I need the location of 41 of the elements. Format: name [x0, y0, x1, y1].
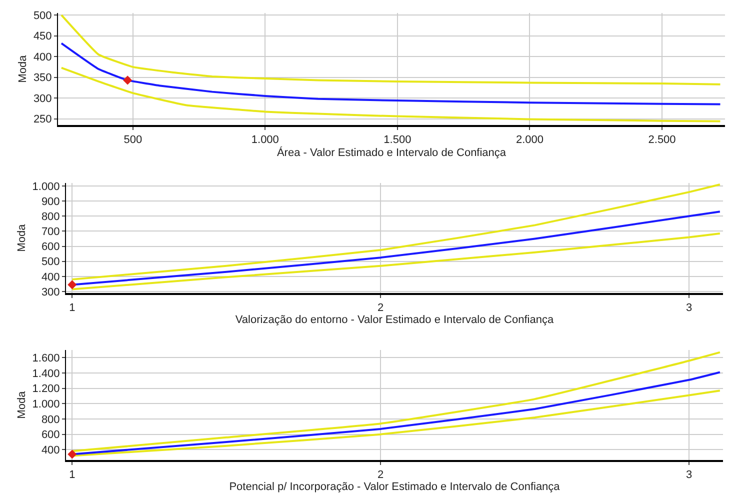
x-tick-label: 2.500	[648, 134, 676, 146]
x-tick-label: 1	[69, 302, 76, 314]
y-tick-label: 300	[41, 286, 60, 298]
y-tick-label: 400	[33, 51, 52, 64]
x-tick-label: 3	[686, 302, 692, 314]
y-tick-label: 800	[41, 414, 60, 426]
line-series	[60, 42, 722, 106]
y-tick-label: 400	[41, 444, 60, 456]
y-tick-label: 1.000	[32, 398, 60, 411]
x-axis-title: Potencial p/ Incorporação - Valor Estimado e Intervalo de Confiança	[229, 481, 561, 494]
x-tick-label: 3	[686, 469, 692, 482]
y-tick-label: 350	[33, 72, 52, 84]
y-tick-label: 600	[41, 429, 60, 442]
x-tick-label: 2	[378, 469, 384, 482]
y-tick-label: 300	[33, 92, 52, 105]
y-axis-title: Moda	[17, 54, 30, 83]
x-axis-title: Valorização do entorno - Valor Estimado e Intervalo de Confiança	[235, 314, 554, 326]
x-tick-label: 2.000	[516, 134, 544, 146]
x-tick-label: 1	[69, 469, 76, 482]
x-tick-label: 1.000	[251, 134, 279, 146]
x-axis-title: Área - Valor Estimado e Intervalo de Confiança	[276, 146, 507, 160]
y-tick-label: 1.200	[32, 383, 60, 396]
y-axis-title: Moda	[16, 223, 28, 252]
y-tick-label: 400	[41, 271, 60, 284]
x-tick-label: 1.500	[384, 134, 412, 146]
y-tick-label: 1.600	[32, 352, 60, 365]
x-tick-label: 500	[124, 134, 142, 146]
y-tick-label: 500	[33, 10, 52, 22]
y-tick-label: 900	[41, 196, 60, 208]
y-tick-label: 250	[33, 114, 52, 126]
y-tick-label: 500	[41, 256, 60, 268]
line-series	[60, 66, 722, 122]
y-tick-label: 600	[41, 241, 60, 254]
y-tick-label: 1.400	[32, 368, 60, 380]
y-axis-title: Moda	[16, 390, 28, 419]
line-series	[60, 14, 722, 86]
y-tick-label: 800	[41, 211, 60, 223]
y-tick-label: 1.000	[32, 180, 60, 193]
x-tick-label: 2	[378, 302, 384, 314]
y-tick-label: 700	[41, 226, 60, 238]
y-tick-label: 450	[33, 30, 52, 43]
